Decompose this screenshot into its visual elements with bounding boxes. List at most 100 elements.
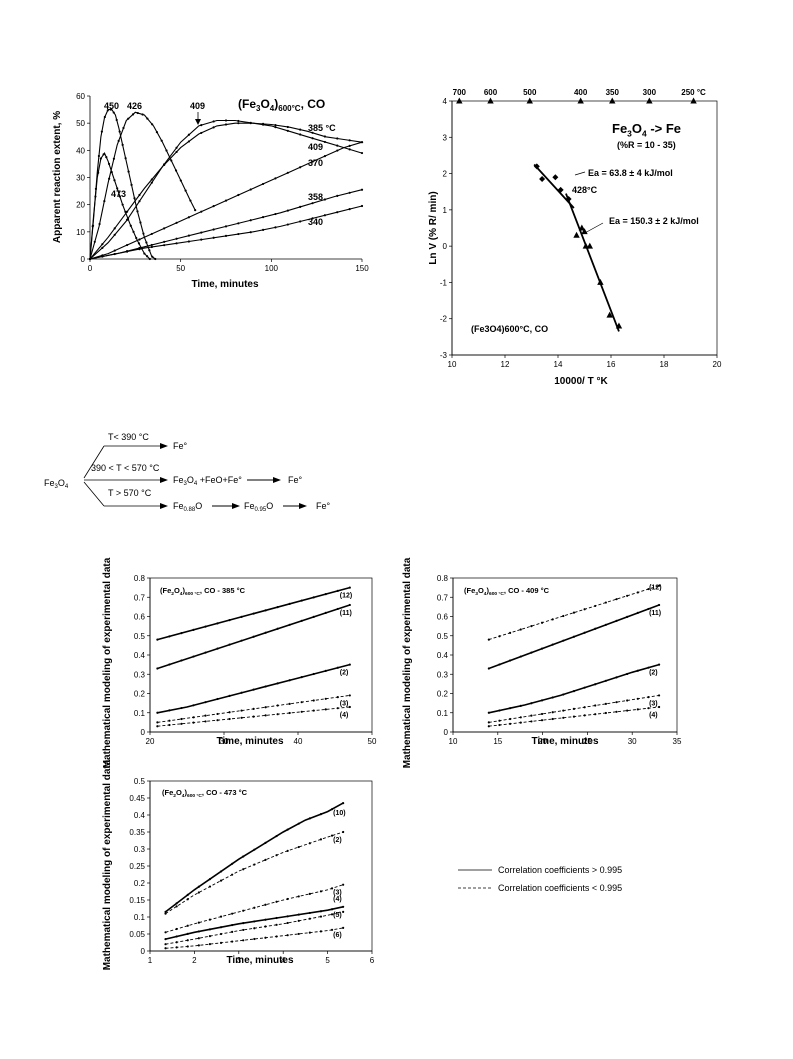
data-point: [174, 169, 178, 172]
data-point: [156, 711, 159, 714]
data-point: [264, 685, 267, 688]
y-tick-label: 0.25: [129, 862, 145, 871]
data-point: [311, 202, 314, 205]
data-point: [151, 255, 154, 258]
data-point: [197, 930, 200, 933]
data-point: [626, 672, 629, 676]
scheme-branch1-condition: T< 390 °C: [108, 432, 149, 442]
data-point: [212, 205, 215, 208]
data-point: [156, 667, 159, 670]
data-point: [146, 117, 149, 120]
series-label-358: 358: [308, 192, 323, 202]
data-point: [237, 222, 240, 225]
data-point: [336, 144, 339, 147]
data-point: [336, 194, 339, 197]
data-point: [253, 920, 256, 923]
y-tick-label: 0.7: [134, 593, 146, 602]
data-point: [208, 935, 212, 938]
data-point: [323, 135, 327, 138]
data-point: [276, 682, 279, 685]
data-point: [138, 238, 141, 241]
data-point: [348, 139, 351, 142]
data-point: [562, 614, 565, 618]
data-point: [319, 890, 323, 893]
y-tick-label: 0: [444, 728, 449, 737]
data-point: [319, 930, 323, 933]
data-point: [312, 699, 315, 702]
data-point: [212, 126, 215, 129]
data-point: [121, 143, 124, 146]
data-point: [261, 122, 265, 126]
x-tick-label: 14: [554, 360, 563, 369]
x-tick-label: 4: [281, 956, 286, 965]
data-point: [286, 125, 289, 129]
data-point: [200, 131, 203, 135]
data-point: [224, 225, 228, 228]
chart2-y-axis-label: Ln V (% R/ min): [428, 191, 439, 264]
data-point: [360, 141, 364, 144]
data-point: [143, 252, 146, 255]
correlation-legend: Correlation coefficients > 0.995 Correla…: [458, 865, 622, 893]
data-point: [324, 593, 327, 596]
x-tick-label: 3: [237, 956, 242, 965]
top-axis-marker: [609, 97, 616, 104]
data-point: [286, 209, 289, 212]
data-point: [124, 157, 127, 160]
data-point: [657, 663, 661, 666]
data-point: [519, 655, 522, 658]
scheme-branch3-condition: T > 570 °C: [108, 488, 152, 498]
data-point: [594, 704, 597, 707]
data-point: [113, 233, 116, 236]
data-point: [106, 109, 109, 112]
data-point: [125, 243, 129, 247]
series-label: (3): [340, 700, 349, 707]
series-line: [165, 884, 344, 933]
data-point: [237, 193, 240, 197]
series-label-409: 409: [308, 142, 323, 152]
data-point: [216, 697, 219, 701]
y-tick-label: 0.35: [129, 828, 145, 837]
series-label: (12): [649, 585, 661, 592]
data-point: [312, 596, 315, 599]
data-point: [308, 911, 311, 915]
data-point: [249, 188, 252, 191]
data-point: [194, 209, 197, 212]
series-label: (6): [333, 932, 342, 939]
y-tick-label: 0.2: [134, 690, 146, 699]
data-point: [164, 943, 167, 946]
data-point: [288, 623, 291, 626]
data-point: [125, 210, 129, 213]
data-point: [186, 924, 189, 927]
data-point: [342, 802, 345, 805]
data-point: [604, 679, 607, 682]
top-axis-label: 350: [606, 88, 620, 97]
series-label: (11): [340, 610, 352, 617]
data-point: [231, 912, 234, 915]
data-point: [264, 936, 267, 939]
data-point: [308, 817, 311, 820]
data-point: [168, 723, 171, 727]
data-point: [583, 706, 586, 709]
data-point: [572, 635, 576, 638]
data-point: [252, 707, 255, 711]
data-point: [115, 118, 118, 122]
data-point: [187, 140, 191, 143]
data-point: [175, 905, 178, 908]
data-point: [342, 910, 345, 914]
data-point: [530, 714, 533, 717]
data-point: [342, 830, 345, 834]
top-axis-label: 300: [643, 88, 657, 97]
y-tick-label: 10: [76, 228, 85, 237]
data-point: [626, 594, 629, 597]
data-point: [219, 926, 223, 929]
data-point: [319, 813, 323, 816]
data-point: [319, 915, 323, 918]
data-point: [540, 621, 544, 624]
data-point: [330, 834, 334, 837]
chart4-title: (Fe3O4)600 °C, CO - 409 °C: [464, 586, 550, 597]
y-tick-label: 0: [141, 728, 146, 737]
data-point: [184, 189, 187, 192]
data-point: [136, 111, 139, 115]
data-point: [286, 828, 289, 831]
